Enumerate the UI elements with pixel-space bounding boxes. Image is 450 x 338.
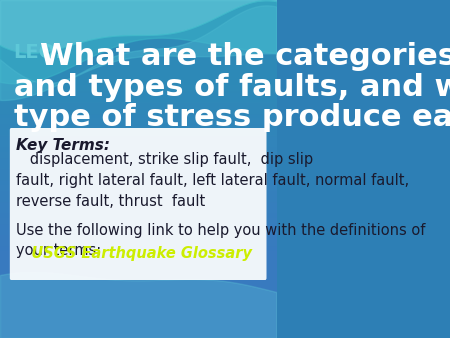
Text: displacement, strike slip fault,  dip slip
fault, right lateral fault, left late: displacement, strike slip fault, dip sli… xyxy=(16,152,409,209)
Text: What are the categories: What are the categories xyxy=(40,42,450,71)
Text: and types of faults, and what: and types of faults, and what xyxy=(14,73,450,102)
FancyBboxPatch shape xyxy=(10,128,266,280)
Text: Use the following link to help you with the definitions of
your terms:: Use the following link to help you with … xyxy=(16,223,425,258)
Text: type of stress produce each?: type of stress produce each? xyxy=(14,103,450,132)
Text: USGS Earthquake Glossary: USGS Earthquake Glossary xyxy=(16,246,252,261)
Text: LEQ:: LEQ: xyxy=(14,43,63,62)
Text: Key Terms:: Key Terms: xyxy=(16,138,110,153)
